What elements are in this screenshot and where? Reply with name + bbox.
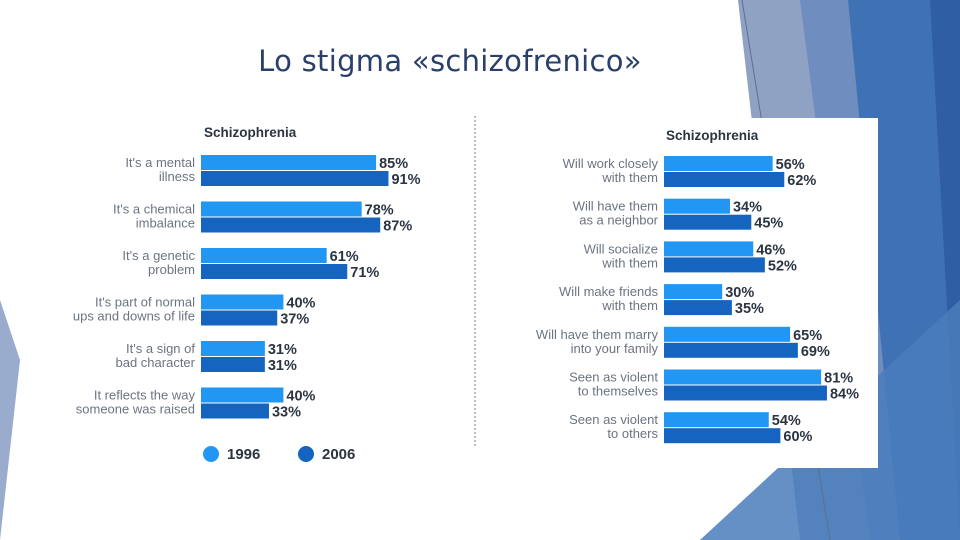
bar-2006 <box>664 214 752 230</box>
value-label: 33% <box>272 405 301 421</box>
category-label: someone was raised <box>76 402 195 417</box>
category-label: It's a mental <box>125 155 195 170</box>
category-label: Will socialize <box>584 241 658 256</box>
bar-2006 <box>201 403 269 419</box>
category-label: It's a chemical <box>113 202 195 217</box>
bar-1996 <box>664 156 773 171</box>
legend-label: 1996 <box>227 446 260 463</box>
category-label: It's a genetic <box>122 248 195 263</box>
category-label: Will have them marry <box>536 327 659 342</box>
category-label: ups and downs of life <box>73 309 195 324</box>
bar-2006 <box>201 310 278 326</box>
legend-label: 2006 <box>322 446 355 463</box>
bar-1996 <box>664 198 730 214</box>
value-label: 65% <box>793 328 822 344</box>
chart-panel-beliefs: Schizophrenia It's a mental illness 85% 91% I… <box>30 118 470 470</box>
category-label: with them <box>601 255 658 270</box>
value-label: 78% <box>365 203 394 219</box>
category-label: to themselves <box>578 384 659 399</box>
category-label: into your family <box>571 341 659 356</box>
category-label: illness <box>159 169 196 184</box>
legend-marker-2006 <box>298 446 314 462</box>
category-label: Will make friends <box>559 284 658 299</box>
slide-title: Lo stigma «schizofrenico» <box>258 44 642 78</box>
value-label: 35% <box>735 301 764 317</box>
value-label: 84% <box>830 387 859 403</box>
deco-shape-left-edge <box>0 300 20 540</box>
chart-panel-attitudes: Schizophrenia Will work closely with them 5… <box>484 118 878 468</box>
value-label: 54% <box>772 413 801 429</box>
bar-1996 <box>664 284 723 300</box>
bar-1996 <box>664 326 791 342</box>
value-label: 52% <box>768 258 797 274</box>
value-label: 45% <box>754 216 783 232</box>
bar-1996 <box>664 369 822 385</box>
category-label: Will work closely <box>563 156 659 171</box>
value-label: 30% <box>725 285 754 301</box>
value-label: 34% <box>733 200 762 216</box>
bar-1996 <box>201 248 327 263</box>
value-label: 56% <box>776 157 805 173</box>
category-label: Will have them <box>573 199 658 214</box>
category-label: Seen as violent <box>569 370 658 385</box>
value-label: 62% <box>787 173 816 189</box>
bar-2006 <box>664 385 827 401</box>
bar-1996 <box>201 155 377 170</box>
bar-2006 <box>664 300 732 316</box>
chart-title: Schizophrenia <box>666 128 759 143</box>
category-label: with them <box>601 298 658 313</box>
value-label: 40% <box>286 296 315 312</box>
value-label: 91% <box>391 172 420 188</box>
bar-1996 <box>201 341 265 356</box>
legend-marker-1996 <box>203 446 219 462</box>
value-label: 69% <box>801 344 830 360</box>
value-label: 37% <box>280 312 309 328</box>
value-label: 60% <box>783 429 812 445</box>
bar-1996 <box>201 387 284 403</box>
category-label: bad character <box>116 355 196 370</box>
bar-2006 <box>201 171 389 186</box>
value-label: 87% <box>383 219 412 235</box>
value-label: 46% <box>756 242 785 258</box>
bar-1996 <box>201 294 284 310</box>
bar-1996 <box>664 241 754 257</box>
value-label: 31% <box>268 358 297 374</box>
category-label: It reflects the way <box>94 388 196 403</box>
value-label: 31% <box>268 342 297 358</box>
value-label: 40% <box>286 389 315 405</box>
chart-title: Schizophrenia <box>204 125 297 140</box>
category-label: Seen as violent <box>569 412 658 427</box>
bar-2006 <box>664 428 781 444</box>
bar-2006 <box>664 172 785 187</box>
bar-2006 <box>201 264 348 279</box>
value-label: 85% <box>379 156 408 172</box>
category-label: imbalance <box>136 216 195 231</box>
bar-1996 <box>201 201 362 217</box>
bar-2006 <box>664 257 765 273</box>
bar-2006 <box>664 342 798 358</box>
value-label: 61% <box>330 249 359 265</box>
bar-2006 <box>201 217 381 233</box>
category-label: to others <box>607 426 658 441</box>
value-label: 81% <box>824 371 853 387</box>
category-label: problem <box>148 262 195 277</box>
category-label: as a neighbor <box>579 213 658 228</box>
category-label: It's part of normal <box>95 295 195 310</box>
bar-1996 <box>664 412 769 428</box>
bar-2006 <box>201 357 265 372</box>
category-label: with them <box>601 170 658 185</box>
value-label: 71% <box>350 265 379 281</box>
category-label: It's a sign of <box>126 341 195 356</box>
chart-divider <box>474 116 476 446</box>
